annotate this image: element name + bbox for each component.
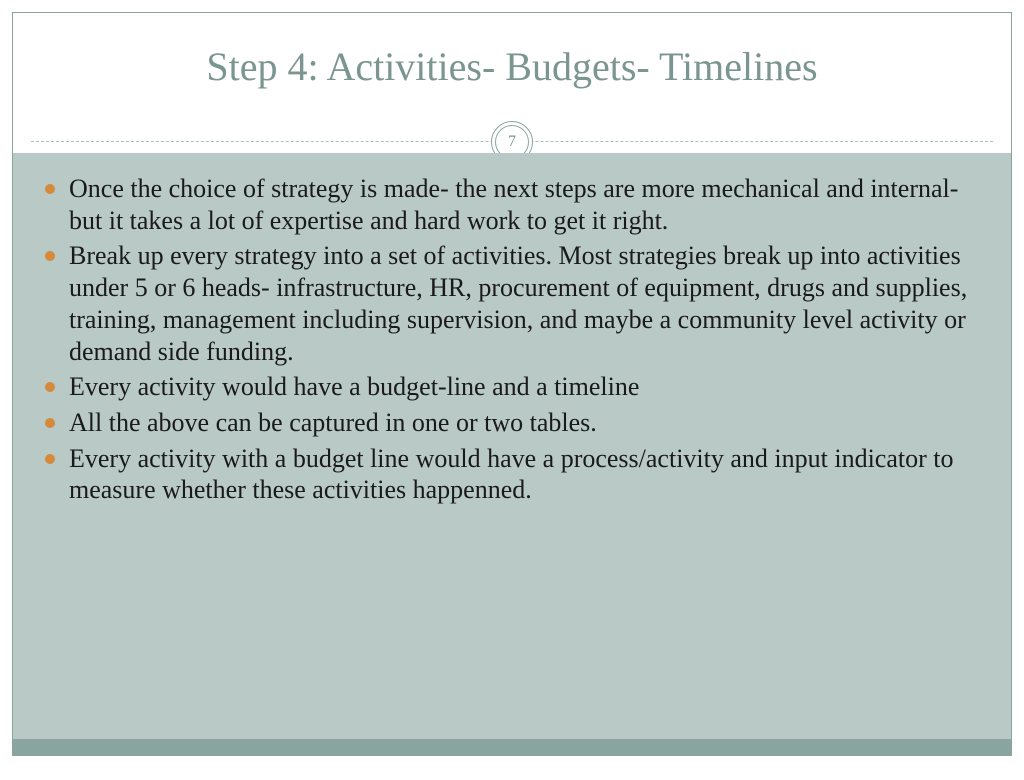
slide-title: Step 4: Activities- Budgets- Timelines (13, 43, 1011, 90)
list-item: Break up every strategy into a set of ac… (39, 240, 985, 367)
slide-frame: Step 4: Activities- Budgets- Timelines 7… (12, 12, 1012, 756)
bullet-list: Once the choice of strategy is made- the… (39, 173, 985, 506)
list-item: Every activity would have a budget-line … (39, 371, 985, 403)
list-item: All the above can be captured in one or … (39, 407, 985, 439)
list-item: Once the choice of strategy is made- the… (39, 173, 985, 236)
list-item: Every activity with a budget line would … (39, 443, 985, 506)
slide-body: Once the choice of strategy is made- the… (13, 153, 1011, 739)
footer-bar (13, 739, 1011, 755)
slide-header: Step 4: Activities- Budgets- Timelines (13, 13, 1011, 131)
